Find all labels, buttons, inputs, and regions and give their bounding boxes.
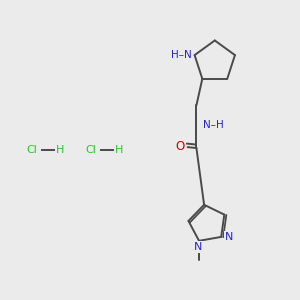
Text: H: H xyxy=(115,145,123,155)
Text: Cl: Cl xyxy=(27,145,38,155)
Text: N: N xyxy=(194,242,202,252)
Text: H–N: H–N xyxy=(171,50,192,59)
Text: H: H xyxy=(56,145,64,155)
Text: O: O xyxy=(176,140,185,153)
Text: N–H: N–H xyxy=(203,120,224,130)
Text: N: N xyxy=(225,232,233,242)
Text: Cl: Cl xyxy=(86,145,97,155)
